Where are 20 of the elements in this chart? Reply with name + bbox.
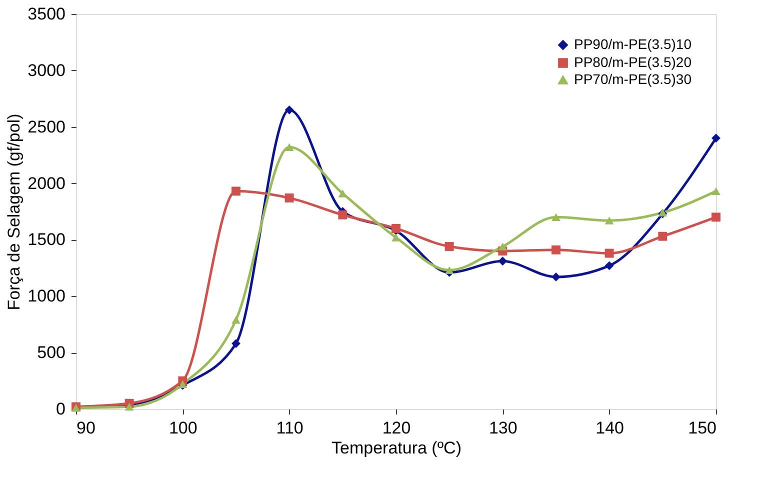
y-tick-label: 1500 (28, 230, 66, 250)
legend-label: PP70/m-PE(3.5)30 (574, 71, 692, 87)
y-axis-title: Força de Selagem (gf/pol) (4, 114, 24, 310)
legend-label: PP90/m-PE(3.5)10 (574, 36, 692, 52)
x-tick-label: 120 (382, 418, 411, 438)
x-tick-label: 90 (76, 418, 96, 438)
x-tick-label: 110 (276, 418, 304, 438)
x-axis-title: Temperatura (ºC) (332, 438, 462, 458)
y-tick-label: 1000 (28, 286, 66, 306)
x-tick-label: 100 (168, 418, 198, 438)
x-tick-label: 140 (596, 418, 624, 438)
x-tick-label: 130 (488, 418, 518, 438)
y-tick-label: 3000 (28, 60, 66, 80)
legend-label: PP80/m-PE(3.5)20 (574, 54, 692, 70)
y-tick-label: 2000 (28, 174, 66, 193)
y-tick-label: 500 (37, 343, 66, 362)
y-tick-label: 3500 (28, 4, 66, 24)
x-tick-label: 150 (688, 418, 716, 438)
y-tick-label: 2500 (28, 117, 66, 136)
y-tick-label: 0 (56, 400, 66, 418)
